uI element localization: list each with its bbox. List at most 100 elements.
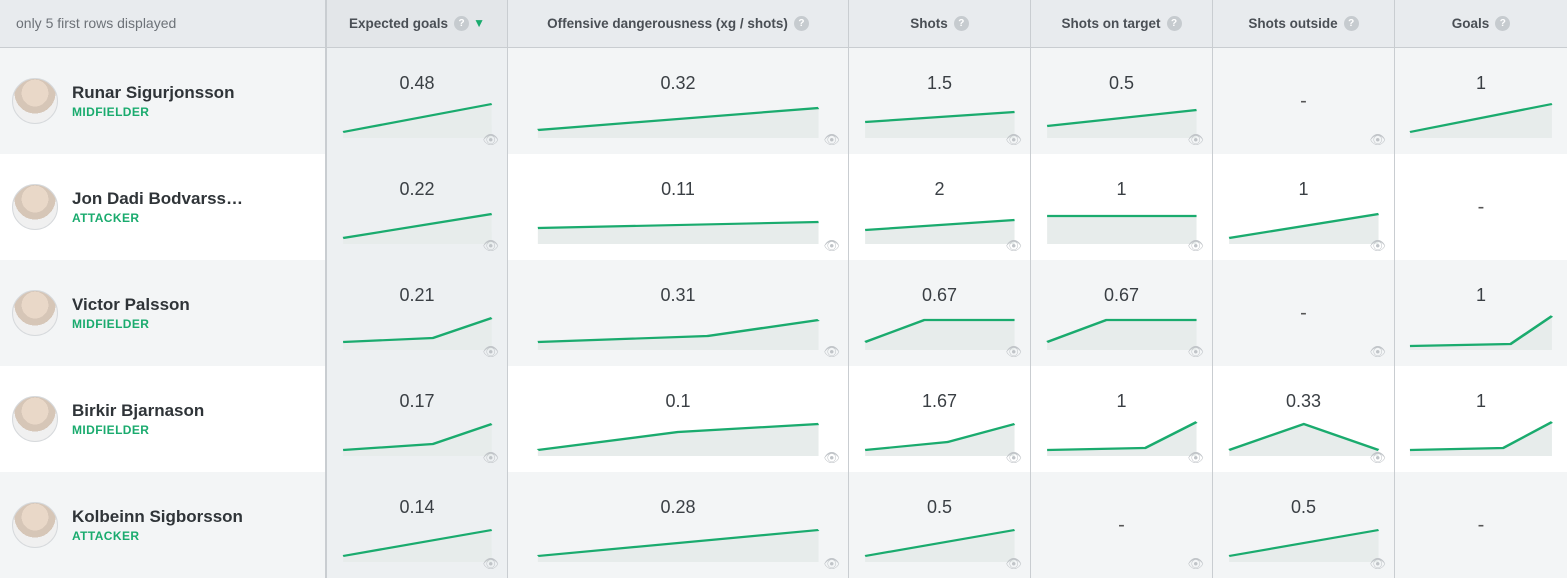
metric-value: 0.48 (399, 73, 434, 94)
header-shots-on-target[interactable]: Shots on target ? (1031, 0, 1213, 47)
header-expected-goals[interactable]: Expected goals ? ▼ (326, 0, 508, 47)
player-cell[interactable]: Kolbeinn Sigborsson ATTACKER (0, 472, 326, 578)
metric-value: 0.32 (660, 73, 695, 94)
eye-icon[interactable]: 👁 (1005, 450, 1022, 466)
metric-value: 1.67 (922, 391, 957, 412)
metric-value: 0.67 (922, 285, 957, 306)
metric-value: 1 (1476, 285, 1486, 306)
help-icon[interactable]: ? (1344, 16, 1359, 31)
metric-value: 0.67 (1104, 285, 1139, 306)
help-icon[interactable]: ? (1495, 16, 1510, 31)
eye-icon[interactable]: 👁 (1005, 556, 1022, 572)
header-offensive-dangerousness[interactable]: Offensive dangerousness (xg / shots) ? (508, 0, 849, 47)
metric-cell: -👁 (1213, 260, 1395, 366)
player-info: Runar Sigurjonsson MIDFIELDER (72, 83, 234, 119)
player-cell[interactable]: Birkir Bjarnason MIDFIELDER (0, 366, 326, 472)
eye-icon[interactable]: 👁 (823, 132, 840, 148)
header-goals[interactable]: Goals ? (1395, 0, 1567, 47)
header-label: Goals (1452, 16, 1490, 32)
eye-icon[interactable]: 👁 (823, 344, 840, 360)
eye-icon[interactable]: 👁 (823, 450, 840, 466)
player-info: Victor Palsson MIDFIELDER (72, 295, 190, 331)
eye-icon[interactable]: 👁 (482, 344, 499, 360)
metric-cell: - (1395, 472, 1567, 578)
table-row: Victor Palsson MIDFIELDER 0.21 👁 0.31 👁 … (0, 260, 1567, 366)
sparkline (340, 202, 495, 244)
eye-icon[interactable]: 👁 (1187, 450, 1204, 466)
table-header-row: only 5 first rows displayed Expected goa… (0, 0, 1567, 48)
help-icon[interactable]: ? (1167, 16, 1182, 31)
header-label: Shots outside (1248, 16, 1337, 32)
help-icon[interactable]: ? (954, 16, 969, 31)
metric-cell: 1 (1395, 260, 1567, 366)
eye-icon[interactable]: 👁 (1369, 132, 1386, 148)
metric-value: - (1300, 90, 1307, 113)
help-icon[interactable]: ? (454, 16, 469, 31)
sparkline (340, 308, 495, 350)
eye-icon[interactable]: 👁 (1369, 344, 1386, 360)
metric-cell: -👁 (1031, 472, 1213, 578)
metric-cell: 0.22 👁 (326, 154, 508, 260)
header-label: Expected goals (349, 16, 448, 32)
eye-icon[interactable]: 👁 (1369, 450, 1386, 466)
sparkline (1407, 414, 1555, 456)
metric-value: 0.11 (661, 179, 695, 200)
metric-cell: - (1395, 154, 1567, 260)
metric-cell: 0.1 👁 (508, 366, 849, 472)
metric-cell: 1 (1395, 366, 1567, 472)
sparkline (1044, 308, 1200, 350)
eye-icon[interactable]: 👁 (1187, 238, 1204, 254)
header-shots[interactable]: Shots ? (849, 0, 1031, 47)
eye-icon[interactable]: 👁 (823, 238, 840, 254)
metric-cell: 1 (1395, 48, 1567, 154)
player-name: Birkir Bjarnason (72, 401, 204, 421)
player-avatar (12, 184, 58, 230)
player-cell[interactable]: Victor Palsson MIDFIELDER (0, 260, 326, 366)
eye-icon[interactable]: 👁 (1005, 344, 1022, 360)
player-cell[interactable]: Runar Sigurjonsson MIDFIELDER (0, 48, 326, 154)
player-cell[interactable]: Jon Dadi Bodvarss… ATTACKER (0, 154, 326, 260)
metric-cell: 1.5 👁 (849, 48, 1031, 154)
metric-value: 0.33 (1286, 391, 1321, 412)
metric-value: - (1478, 514, 1485, 537)
sparkline (532, 308, 824, 350)
eye-icon[interactable]: 👁 (1005, 132, 1022, 148)
eye-icon[interactable]: 👁 (482, 556, 499, 572)
eye-icon[interactable]: 👁 (1369, 556, 1386, 572)
eye-icon[interactable]: 👁 (1187, 132, 1204, 148)
sparkline (1226, 520, 1382, 562)
player-position: MIDFIELDER (72, 317, 190, 331)
help-icon[interactable]: ? (794, 16, 809, 31)
metric-value: 1 (1476, 391, 1486, 412)
eye-icon[interactable]: 👁 (482, 450, 499, 466)
player-avatar (12, 290, 58, 336)
player-info: Kolbeinn Sigborsson ATTACKER (72, 507, 243, 543)
player-name: Jon Dadi Bodvarss… (72, 189, 243, 209)
eye-icon[interactable]: 👁 (482, 132, 499, 148)
eye-icon[interactable]: 👁 (1005, 238, 1022, 254)
metric-value: 1 (1298, 179, 1308, 200)
eye-icon[interactable]: 👁 (482, 238, 499, 254)
metric-cell: 1 👁 (1031, 366, 1213, 472)
metric-cell: 0.32 👁 (508, 48, 849, 154)
metric-value: 0.5 (927, 497, 952, 518)
metric-cell: 0.21 👁 (326, 260, 508, 366)
metric-value: - (1300, 302, 1307, 325)
header-label: Shots on target (1061, 16, 1160, 32)
sparkline (1226, 414, 1382, 456)
metric-cell: 2 👁 (849, 154, 1031, 260)
eye-icon[interactable]: 👁 (823, 556, 840, 572)
header-player: only 5 first rows displayed (0, 0, 326, 47)
metric-cell: -👁 (1213, 48, 1395, 154)
header-shots-outside[interactable]: Shots outside ? (1213, 0, 1395, 47)
sparkline (862, 202, 1018, 244)
eye-icon[interactable]: 👁 (1187, 556, 1204, 572)
sparkline (1407, 96, 1555, 138)
eye-icon[interactable]: 👁 (1369, 238, 1386, 254)
sparkline (340, 414, 495, 456)
sparkline (1044, 202, 1200, 244)
metric-cell: 0.5 👁 (1213, 472, 1395, 578)
metric-value: 1 (1116, 391, 1126, 412)
eye-icon[interactable]: 👁 (1187, 344, 1204, 360)
metric-cell: 0.17 👁 (326, 366, 508, 472)
